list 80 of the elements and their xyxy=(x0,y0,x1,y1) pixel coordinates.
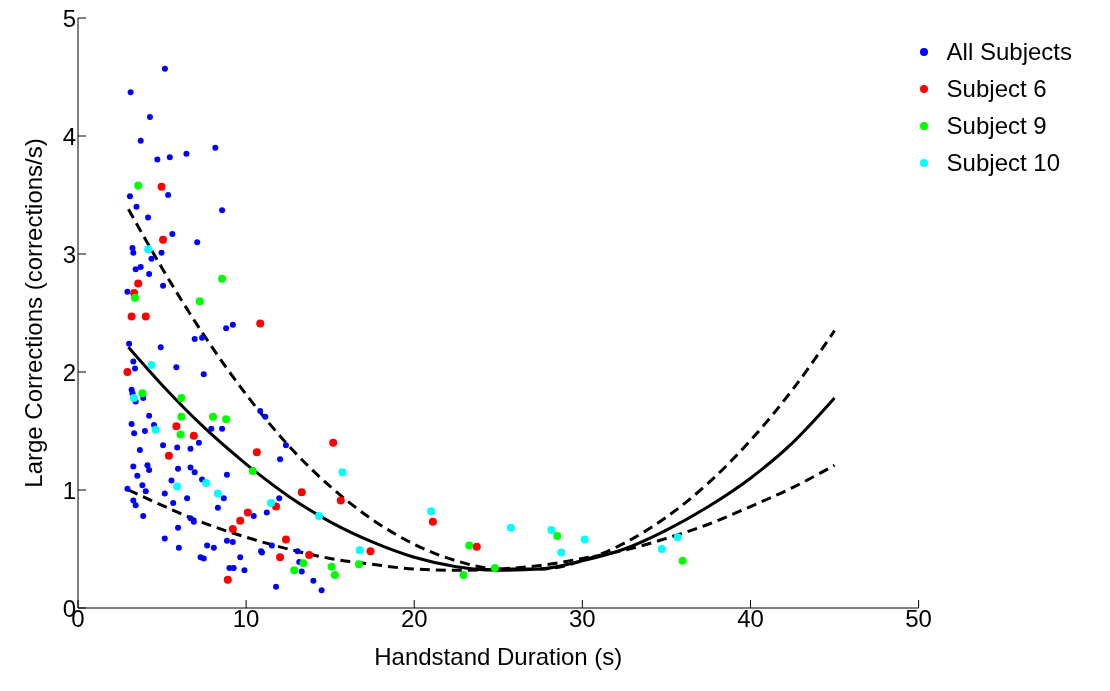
point xyxy=(123,368,132,376)
point xyxy=(228,524,237,533)
point xyxy=(157,182,166,191)
x-tick-label: 20 xyxy=(400,605,428,633)
y-tick-label: 2 xyxy=(62,358,76,386)
point xyxy=(223,575,232,584)
point xyxy=(218,274,227,283)
point xyxy=(299,559,308,568)
point xyxy=(177,412,186,421)
legend-label: Subject 6 xyxy=(946,74,1047,103)
point xyxy=(678,556,687,565)
point xyxy=(427,507,436,516)
point xyxy=(213,489,222,498)
y-tick-label: 1 xyxy=(62,476,76,504)
point xyxy=(252,448,261,457)
x-axis-title: Handstand Duration (s) xyxy=(374,643,623,671)
point xyxy=(130,293,139,302)
point xyxy=(472,542,481,551)
point xyxy=(465,541,474,550)
point xyxy=(281,535,290,544)
point xyxy=(366,547,375,556)
point xyxy=(236,516,245,525)
point xyxy=(243,508,252,517)
point xyxy=(330,570,339,579)
legend-label: All Subjects xyxy=(946,37,1072,66)
y-axis-title: Large Corrections (corrections/s) xyxy=(19,138,47,488)
point xyxy=(336,496,345,505)
point xyxy=(290,566,299,575)
point xyxy=(129,393,138,402)
point xyxy=(553,532,562,541)
point xyxy=(297,488,306,497)
point xyxy=(490,563,499,572)
point xyxy=(355,546,364,555)
point xyxy=(354,560,363,569)
point xyxy=(248,467,257,476)
point xyxy=(195,297,204,306)
point xyxy=(177,393,186,402)
point xyxy=(557,548,566,557)
line-series xyxy=(126,207,837,571)
point xyxy=(138,389,147,398)
y-tick-label: 5 xyxy=(62,4,76,32)
x-tick-label: 50 xyxy=(905,605,932,633)
x-tick-label: 10 xyxy=(232,605,260,633)
point xyxy=(459,570,468,579)
point xyxy=(189,431,198,440)
point xyxy=(315,511,324,520)
point xyxy=(209,412,217,421)
point xyxy=(580,535,589,544)
point xyxy=(144,245,153,254)
y-tick-label: 3 xyxy=(62,240,76,268)
point xyxy=(338,468,347,477)
point xyxy=(428,517,437,526)
point xyxy=(329,438,338,447)
point xyxy=(202,478,211,487)
point xyxy=(147,360,156,369)
point xyxy=(276,553,285,562)
x-tick-label: 30 xyxy=(569,605,596,633)
point xyxy=(151,425,160,434)
y-tick-label: 4 xyxy=(62,122,76,150)
point xyxy=(305,550,314,559)
x-tick-label: 40 xyxy=(737,605,764,633)
point xyxy=(172,422,181,431)
point xyxy=(176,430,185,439)
legend-label: Subject 10 xyxy=(946,148,1061,177)
point xyxy=(159,235,168,244)
point xyxy=(127,312,136,321)
point xyxy=(134,181,143,190)
point xyxy=(267,498,275,507)
legend-label: Subject 9 xyxy=(946,111,1047,140)
point xyxy=(657,545,666,553)
point xyxy=(327,562,336,571)
point xyxy=(506,523,515,532)
point xyxy=(134,279,143,288)
point xyxy=(141,312,150,321)
point xyxy=(173,482,182,491)
point xyxy=(673,533,682,542)
point xyxy=(222,415,231,424)
point xyxy=(547,526,556,535)
point xyxy=(256,319,265,328)
point xyxy=(164,451,173,460)
